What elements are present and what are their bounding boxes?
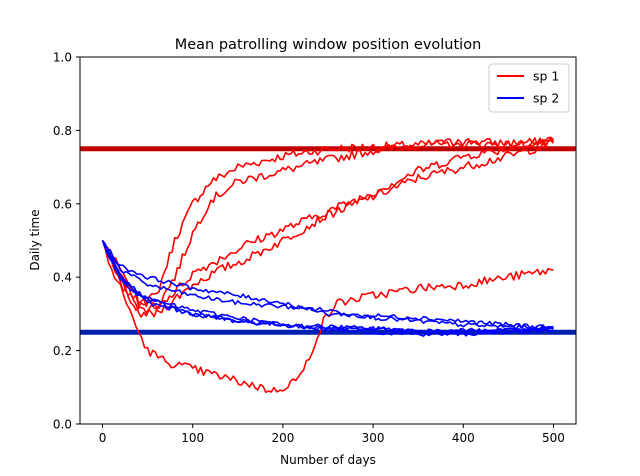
series-line-7	[101, 240, 554, 329]
x-tick-label: 100	[181, 431, 204, 445]
legend-label-sp1: sp 1	[533, 69, 559, 84]
x-tick-label: 0	[99, 431, 107, 445]
chart-title: Mean patrolling window position evolutio…	[175, 37, 482, 53]
y-tick-label: 0.0	[53, 418, 72, 432]
y-tick-label: 0.8	[53, 124, 72, 138]
y-tick-label: 0.2	[53, 344, 72, 358]
series-line-1	[101, 137, 555, 308]
series-line-5	[101, 240, 554, 394]
series-line-6	[101, 239, 554, 331]
x-tick-label: 400	[452, 431, 475, 445]
x-tick-label: 500	[542, 431, 565, 445]
y-tick-label: 0.6	[53, 197, 72, 211]
axis-ticks: 0 100 200 300 400 500 0.0 0.2 0.4 0.6 0.8 1.0	[53, 51, 565, 446]
plot-area	[80, 136, 576, 394]
y-tick-label: 0.4	[53, 271, 72, 285]
y-tick-label: 1.0	[53, 51, 72, 65]
x-tick-label: 300	[362, 431, 385, 445]
y-axis-title: Daily time	[28, 209, 42, 270]
legend-label-sp2: sp 2	[533, 91, 559, 106]
plot-frame	[79, 56, 577, 425]
series-line-2	[101, 136, 555, 314]
legend: sp 1 sp 2	[488, 63, 570, 113]
x-axis-title: Number of days	[280, 453, 376, 467]
series-line-3	[101, 139, 555, 318]
x-tick-label: 200	[271, 431, 294, 445]
series-line-10	[101, 240, 554, 337]
